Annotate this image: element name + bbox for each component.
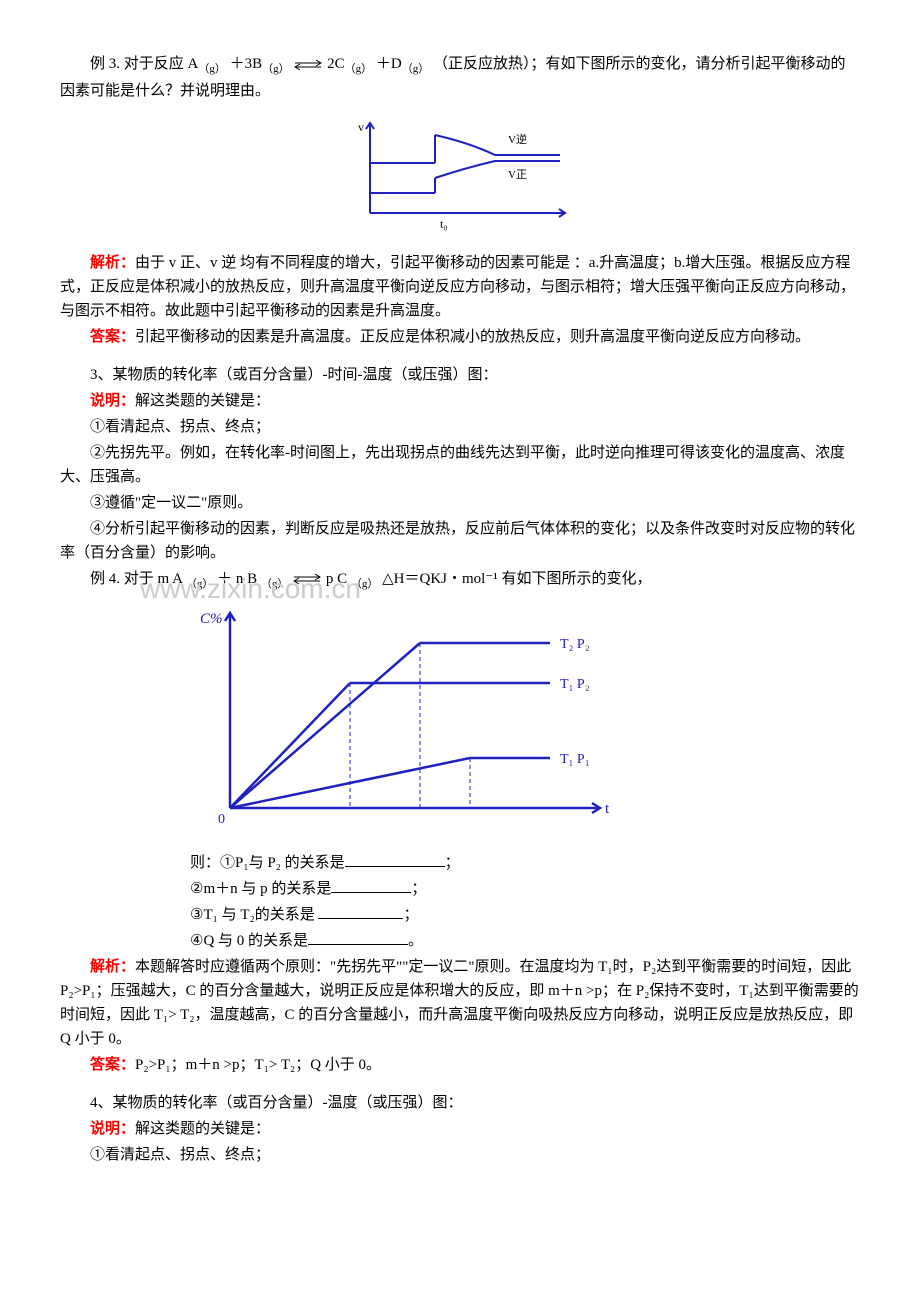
example3-answer: 答案：引起平衡移动的因素是升高温度。正反应是体积减小的放热反应，则升高温度平衡向… (60, 325, 860, 349)
explain-text: 解这类题的关键是： (135, 1121, 270, 1137)
section3-p4: ④分析引起平衡移动的因素，判断反应是吸热还是放热，反应前后气体体积的变化；以及条… (60, 517, 860, 565)
subscript-g: （g） (351, 578, 379, 590)
equilibrium-arrow-icon (293, 59, 323, 71)
blank-input[interactable] (308, 930, 408, 945)
blank-input[interactable] (345, 852, 445, 867)
svg-text:T₁ P₂: T₁ P₂ (560, 677, 590, 692)
analysis-text-4: 本题解答时应遵循两个原则："先拐先平""定一议二"原则。在温度均为 T₁时，P₂… (60, 959, 859, 1047)
blank-input[interactable] (318, 904, 403, 919)
graph1-container: v t₀ V逆 V正 (60, 113, 860, 241)
explain-text: 解这类题的关键是： (135, 393, 270, 409)
eq-p3: ＋D (376, 56, 402, 72)
eq4-p1: ＋ n B (217, 571, 257, 587)
svg-text:T₁ P₁: T₁ P₁ (560, 752, 590, 767)
example4-statement: 例 4. 对于 m A （g） ＋ n B （g） p C （g） △H＝QKJ… (60, 567, 860, 594)
explain-label: 说明： (90, 1121, 135, 1137)
eq-p2: 2C (327, 56, 345, 72)
svg-text:v: v (358, 120, 364, 134)
q2-line: ②m＋n 与 p 的关系是； (190, 877, 860, 901)
concentration-time-graph: C% 0 t T₂ P₂ T₁ P₂ T₁ P₁ (190, 603, 620, 833)
subscript-g: （g） (186, 578, 214, 590)
answer-text: 引起平衡移动的因素是升高温度。正反应是体积减小的放热反应，则升高温度平衡向逆反应… (135, 329, 810, 345)
eq-p1: ＋3B (230, 56, 263, 72)
analysis-label: 解析： (90, 959, 135, 975)
example3-prefix: 例 3. 对于反应 A (90, 56, 198, 72)
svg-text:T₂ P₂: T₂ P₂ (560, 637, 590, 652)
example3-statement: 例 3. 对于反应 A（g） ＋3B（g） 2C（g） ＋D（g） （正反应放热… (60, 52, 860, 103)
subscript-g: （g） (402, 63, 430, 75)
answer-label: 答案： (90, 1057, 135, 1073)
answer-text-4: P₂>P₁；m＋n >p；T₁> T₂；Q 小于 0。 (135, 1057, 381, 1073)
eq4-p2: p C (326, 571, 347, 587)
example4-prefix: 例 4. 对于 m A (90, 571, 182, 587)
q2-text: ②m＋n 与 p 的关系是 (190, 881, 331, 897)
svg-text:V正: V正 (508, 169, 527, 181)
section4-title: 4、某物质的转化率（或百分含量）-温度（或压强）图： (60, 1091, 860, 1115)
example3-analysis: 解析：由于 v 正、v 逆 均有不同程度的增大，引起平衡移动的因素可能是 ：a.… (60, 251, 860, 323)
svg-text:C%: C% (200, 611, 223, 627)
svg-text:0: 0 (218, 812, 225, 827)
section3-p2: ②先拐先平。例如，在转化率-时间图上，先出现拐点的曲线先达到平衡，此时逆向推理可… (60, 441, 860, 489)
equilibrium-arrow-icon (292, 573, 322, 585)
q1-line: 则：①P₁与 P₂ 的关系是； (190, 851, 860, 875)
graph2-container: C% 0 t T₂ P₂ T₁ P₂ T₁ P₁ (60, 603, 860, 841)
answer-label: 答案： (90, 329, 135, 345)
subscript-g: （g） (261, 578, 289, 590)
section4-p1: ①看清起点、拐点、终点； (60, 1143, 860, 1167)
example4-analysis: 解析：本题解答时应遵循两个原则："先拐先平""定一议二"原则。在温度均为 T₁时… (60, 955, 860, 1051)
subscript-g: （g） (345, 63, 373, 75)
section3-p1: ①看清起点、拐点、终点； (60, 415, 860, 439)
analysis-text: 由于 v 正、v 逆 均有不同程度的增大，引起平衡移动的因素可能是 ：a.升高温… (60, 255, 855, 319)
subscript-g: （g） (198, 63, 226, 75)
section3-p3: ③遵循"定一议二"原则。 (60, 491, 860, 515)
blank-input[interactable] (331, 878, 411, 893)
q1-text: 则：①P₁与 P₂ 的关系是 (190, 855, 345, 871)
svg-text:V逆: V逆 (508, 132, 527, 146)
subscript-g: （g） (262, 63, 290, 75)
q4-line: ④Q 与 0 的关系是。 (190, 929, 860, 953)
q4-text: ④Q 与 0 的关系是 (190, 933, 308, 949)
section3-title: 3、某物质的转化率（或百分含量）-时间-温度（或压强）图： (60, 363, 860, 387)
q3-text: ③T₁ 与 T₂的关系是 (190, 907, 318, 923)
velocity-time-graph: v t₀ V逆 V正 (340, 113, 580, 233)
svg-text:t₀: t₀ (440, 217, 448, 231)
eq4-suffix: △H＝QKJ・mol⁻¹ 有如下图所示的变化， (382, 571, 651, 587)
section3-explain: 说明：解这类题的关键是： (60, 389, 860, 413)
explain-label: 说明： (90, 393, 135, 409)
q3-line: ③T₁ 与 T₂的关系是 ； (190, 903, 860, 927)
analysis-label: 解析： (90, 255, 135, 271)
example4-answer: 答案：P₂>P₁；m＋n >p；T₁> T₂；Q 小于 0。 (60, 1053, 860, 1077)
section4-explain: 说明：解这类题的关键是： (60, 1117, 860, 1141)
